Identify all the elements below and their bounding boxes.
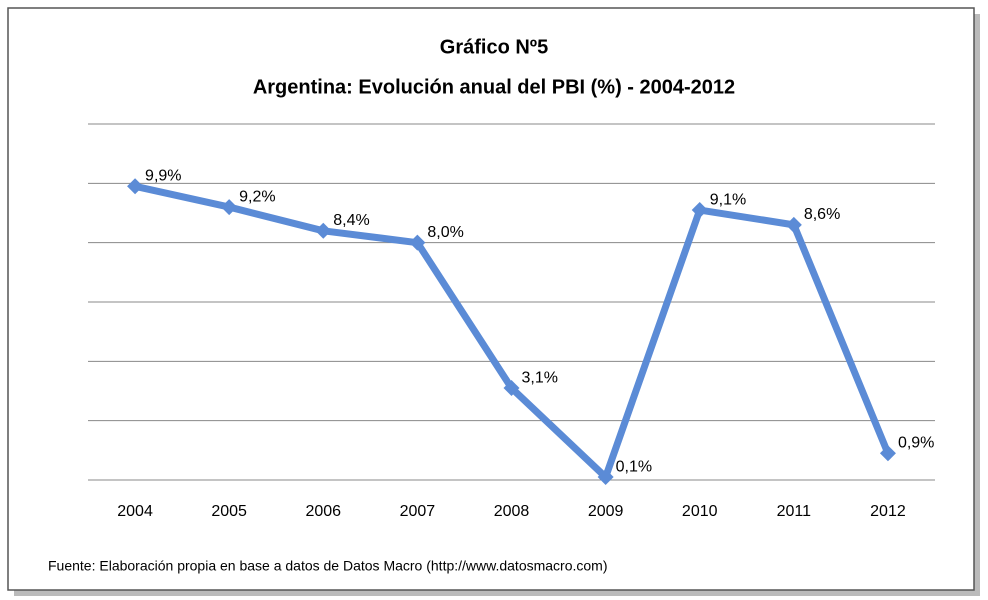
data-point <box>221 199 238 216</box>
x-tick-label: 2004 <box>117 503 153 520</box>
data-label: 0,9% <box>898 435 934 452</box>
data-label: 8,6% <box>804 206 840 223</box>
data-point <box>785 216 802 233</box>
data-point <box>315 222 332 239</box>
x-tick-label: 2009 <box>588 503 624 520</box>
data-point <box>879 445 896 462</box>
data-point <box>503 380 520 397</box>
x-tick-label: 2011 <box>777 503 812 520</box>
data-label: 9,2% <box>239 188 275 205</box>
chart-subtitle: Argentina: Evolución anual del PBI (%) -… <box>253 76 735 98</box>
x-tick-label: 2012 <box>870 503 906 520</box>
data-point <box>691 202 708 219</box>
frame <box>7 7 975 591</box>
source-note: Fuente: Elaboración propia en base a dat… <box>48 558 608 574</box>
data-label: 9,9% <box>145 168 181 185</box>
x-tick-label: 2010 <box>682 503 718 520</box>
x-tick-label: 2007 <box>400 503 436 520</box>
data-label: 9,1% <box>710 191 746 208</box>
chart-title: Gráfico Nº5 <box>440 36 548 58</box>
data-label: 3,1% <box>522 369 558 386</box>
x-tick-label: 2005 <box>211 503 247 520</box>
x-tick-label: 2008 <box>494 503 530 520</box>
data-label: 0,1% <box>616 458 652 475</box>
data-point <box>127 178 144 195</box>
data-point <box>409 234 426 251</box>
data-point <box>597 469 614 486</box>
data-label: 8,4% <box>333 212 369 229</box>
x-tick-label: 2006 <box>305 503 341 520</box>
data-label: 8,0% <box>427 224 463 241</box>
